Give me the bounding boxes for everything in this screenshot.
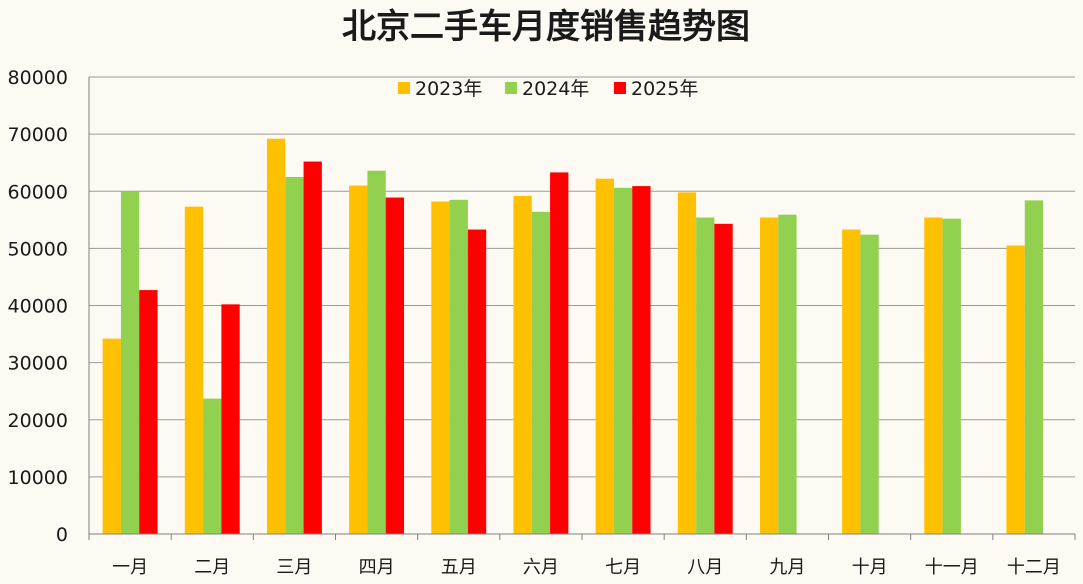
grid-lines [89,76,1075,478]
x-tick-label: 四月 [359,557,395,578]
bar-2023年-四月 [349,185,368,534]
chart-title: 北京二手车月度销售趋势图 [342,7,750,47]
legend-swatch [505,82,517,94]
bar-2024年-十月 [860,234,879,535]
bar-2023年-十月 [842,229,861,534]
bar-2024年-十一月 [942,218,961,535]
bar-2023年-五月 [431,201,450,534]
bar-2024年-二月 [203,398,222,534]
x-tick-label: 六月 [523,557,559,578]
bar-2025年-二月 [221,304,240,534]
bar-2025年-四月 [385,197,405,534]
bar-2024年-一月 [120,191,140,534]
x-tick-label: 七月 [605,557,641,578]
legend-label: 2025年 [631,78,698,100]
x-tick-label: 五月 [441,557,477,578]
x-tick-label: 八月 [687,557,723,578]
bar-2023年-十二月 [1006,245,1025,535]
bar-2023年-六月 [513,195,532,534]
bar-2025年-一月 [139,290,158,534]
y-tick-label: 40000 [8,296,68,318]
y-tick-label: 30000 [8,353,68,375]
bar-2024年-十二月 [1024,200,1044,534]
legend-label: 2023年 [415,78,482,100]
y-tick-label: 20000 [8,410,68,432]
bar-2023年-七月 [595,178,614,534]
bar-2025年-七月 [632,186,651,534]
bar-2025年-三月 [303,161,322,535]
bar-2025年-六月 [550,172,569,534]
x-tick-label: 一月 [112,557,148,578]
x-tick-label: 十月 [852,557,888,578]
y-tick-label: 50000 [8,238,68,260]
y-tick-label: 60000 [8,181,68,203]
axes: 0 10000 20000 30000 40000 50000 60000 70000 8000… [8,67,1076,578]
bar-2023年-十一月 [924,217,943,534]
bar-2023年-一月 [102,338,121,534]
bar-2025年-八月 [714,223,733,534]
bars [102,138,1044,535]
bar-2023年-九月 [759,217,779,534]
legend: 2023年 2024年 2025年 [398,78,698,100]
bar-2023年-三月 [266,138,286,534]
bar-2025年-五月 [467,229,487,534]
y-tick-label: 0 [56,524,68,546]
bar-2024年-七月 [613,187,633,534]
x-tick-label: 三月 [276,557,312,578]
y-tick-label: 70000 [8,124,68,146]
y-tick-label: 80000 [8,67,68,89]
x-tick-label: 二月 [194,557,230,578]
y-tick-label: 10000 [8,467,68,489]
bar-2023年-八月 [677,192,697,534]
x-tick-label: 九月 [769,557,805,578]
legend-swatch [398,82,410,94]
x-tick-label: 十一月 [925,557,979,578]
bar-2024年-六月 [531,211,551,534]
bar-2024年-八月 [696,217,715,534]
legend-swatch [614,82,626,94]
bar-2024年-三月 [285,176,304,534]
bar-2024年-九月 [778,214,797,534]
x-tick-label: 十二月 [1007,557,1061,578]
legend-label: 2024年 [522,78,589,100]
bar-2023年-二月 [184,206,204,534]
bar-2024年-四月 [367,170,386,534]
bar-2024年-五月 [449,199,468,534]
